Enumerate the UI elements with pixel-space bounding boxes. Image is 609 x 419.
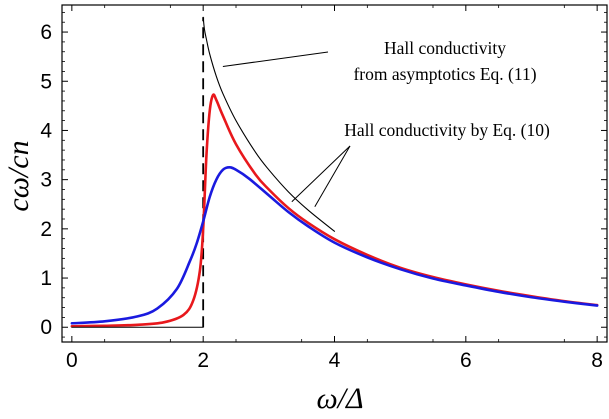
y-axis-title: cω/cn: [2, 140, 35, 211]
x-tick-label: 8: [591, 349, 603, 372]
y-tick-label: 0: [40, 316, 52, 339]
x-tick-label: 6: [460, 349, 472, 372]
x-tick-label: 4: [329, 349, 341, 372]
series-line-2: [202, 16, 336, 232]
y-tick-label: 5: [40, 70, 52, 93]
ticks: 0 2 4 6 8 0 1 2 3 4 5 6: [40, 5, 607, 372]
annotation-pointer-line: [222, 51, 329, 67]
series-line-1: [70, 166, 599, 325]
annotation-pointer-line: [314, 145, 351, 207]
y-tick-label: 1: [40, 267, 52, 290]
x-axis-title: ω/Δ: [316, 382, 363, 415]
annotations: Hall conductivity from asymptotics Eq. (1…: [222, 38, 550, 207]
y-tick-label: 4: [40, 119, 52, 142]
annotation-eq10-label: Hall conductivity by Eq. (10): [344, 120, 550, 140]
x-tick-label: 2: [197, 349, 209, 372]
y-tick-label: 6: [40, 21, 52, 44]
series-group: [70, 16, 599, 328]
y-tick-label: 2: [40, 218, 52, 241]
annotation-asymptotics-line: from asymptotics Eq. (11): [353, 64, 536, 84]
annotation-pointer-line: [291, 145, 351, 203]
y-tick-label: 3: [40, 169, 52, 192]
x-tick-label: 0: [66, 349, 78, 372]
annotation-asymptotics-line: Hall conductivity: [384, 38, 506, 58]
